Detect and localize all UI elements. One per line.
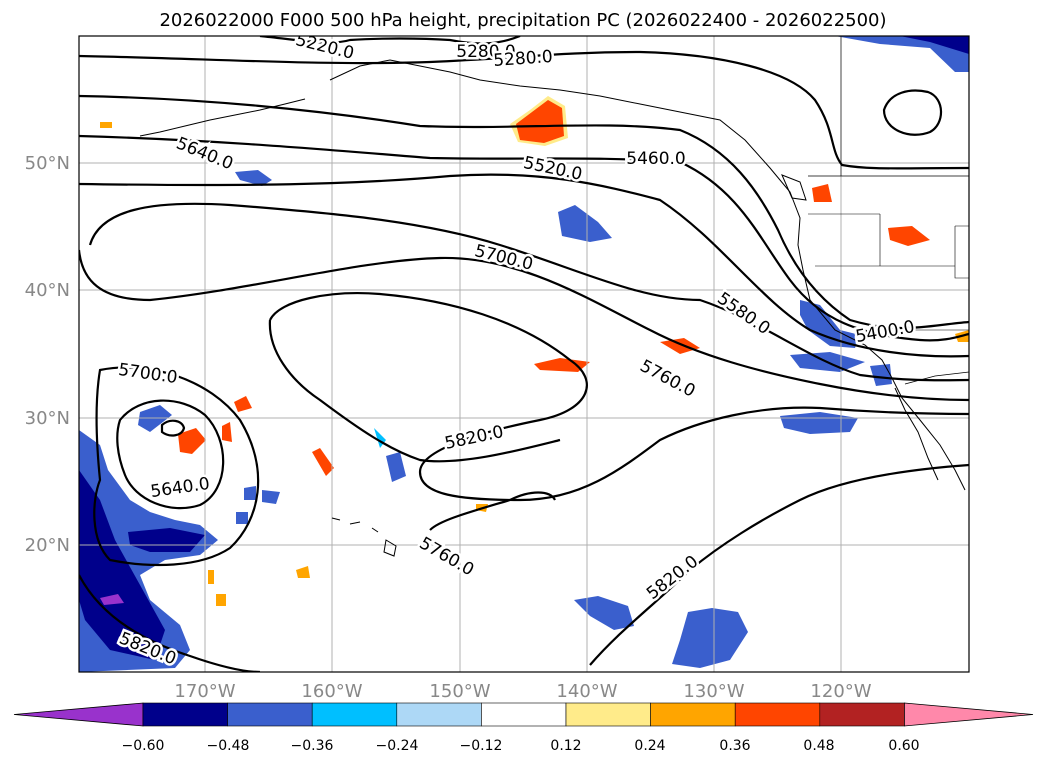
- aleutian-islands: [139, 98, 306, 137]
- colorbar-bin: [481, 702, 567, 727]
- precip-negative-region: [79, 470, 165, 660]
- colorbar-tick-label: −0.48: [207, 738, 250, 754]
- lon-label: 140°W: [556, 681, 617, 702]
- colorbar-bin: [650, 702, 736, 727]
- colorbar-tick-labels: −0.60 −0.48 −0.36 −0.24 −0.12 0.12 0.24 …: [122, 738, 920, 754]
- map-panel: 5220.0 5280.0 5280.0 5640.0 5520.0 5460.…: [79, 36, 969, 672]
- colorbar-bin: [819, 702, 905, 727]
- precip-negative-region: [558, 205, 612, 242]
- colorbar-tick-label: 0.36: [719, 738, 750, 754]
- colorbar-extend-low: [13, 702, 144, 727]
- lat-label: 20°N: [25, 535, 70, 556]
- contour-5460: [79, 134, 969, 342]
- contour-label: 5460.0: [626, 149, 685, 169]
- contour-5820-south: [589, 463, 969, 666]
- lat-label: 50°N: [25, 153, 70, 174]
- map-frame: [78, 35, 970, 673]
- contour-5760-south: [429, 491, 556, 531]
- lat-label: 40°N: [25, 280, 70, 301]
- lon-label: 130°W: [683, 681, 744, 702]
- colorbar-bin: [565, 702, 651, 727]
- north-america-coastline: [329, 59, 966, 491]
- precip-positive-region: [312, 448, 334, 476]
- precip-negative-region: [386, 452, 406, 482]
- precip-negative-region: [262, 490, 280, 504]
- precip-negative-region: [672, 608, 748, 668]
- contour-5400: [79, 94, 969, 330]
- colorbar-tick-label: −0.36: [291, 738, 334, 754]
- precip-positive-region: [222, 422, 232, 442]
- lat-label: 30°N: [25, 408, 70, 429]
- colorbar-extend-high: [904, 702, 1034, 727]
- colorbar-tick-label: −0.12: [460, 738, 503, 754]
- colorbar-bin: [734, 702, 821, 727]
- contour-5700: [79, 249, 969, 402]
- contour-5640-low: [116, 399, 225, 510]
- precip-positive-region: [234, 396, 252, 412]
- longitude-labels: 170°W 160°W 150°W 140°W 130°W 120°W: [174, 681, 871, 702]
- precip-positive-region: [812, 184, 832, 202]
- contour-5520: [79, 173, 969, 358]
- contour-5580: [88, 202, 969, 382]
- colorbar-tick-label: −0.60: [122, 738, 165, 754]
- contour-5280: [79, 50, 969, 170]
- latitude-labels: 50°N 40°N 30°N 20°N: [25, 153, 70, 556]
- contour-5700-south: [93, 366, 260, 567]
- lon-label: 150°W: [429, 681, 490, 702]
- precip-positive-region: [296, 566, 310, 578]
- colorbar-tick-label: 0.60: [888, 738, 919, 754]
- colorbar-bin: [142, 702, 228, 727]
- us-mexico-border: [904, 371, 969, 385]
- colorbar-bin: [311, 702, 398, 727]
- contour-5820-west: [268, 319, 561, 463]
- lon-label: 160°W: [301, 681, 362, 702]
- hawaii-islands: [331, 517, 397, 557]
- precip-negative-region: [236, 512, 248, 524]
- precip-negative-region: [235, 170, 272, 186]
- contour-label: 5280.0: [493, 47, 554, 71]
- precip-negative-region: [128, 528, 205, 552]
- precip-positive-region: [660, 338, 700, 354]
- precip-negative-region: [870, 364, 892, 386]
- precip-negative-region: [100, 594, 124, 605]
- colorbar-cells: [13, 702, 1034, 727]
- precip-positive-region: [208, 570, 214, 584]
- precip-positive-region: [516, 100, 564, 143]
- colorbar-tick-label: −0.24: [376, 738, 419, 754]
- colorbar-tick-label: 0.24: [634, 738, 665, 754]
- colorbar-tick-label: 0.12: [550, 738, 581, 754]
- contour-5760: [269, 292, 969, 502]
- colorbar: −0.60 −0.48 −0.36 −0.24 −0.12 0.12 0.24 …: [13, 702, 1034, 754]
- contour-ridge-high: [882, 89, 943, 136]
- precip-positive-region: [178, 428, 206, 454]
- coastlines: [139, 36, 969, 557]
- lon-label: 120°W: [810, 681, 871, 702]
- precip-negative-region: [835, 36, 969, 72]
- baja-coast: [894, 387, 939, 481]
- height-contours: [79, 36, 969, 672]
- lon-label: 170°W: [174, 681, 235, 702]
- colorbar-bin: [396, 702, 482, 727]
- vancouver-island: [781, 174, 807, 201]
- precip-positive-region: [534, 358, 590, 372]
- contour-5820: [79, 574, 261, 672]
- contour-5580-low-center: [160, 419, 186, 437]
- contour-5220: [259, 36, 521, 45]
- precip-positive-region: [888, 226, 930, 246]
- state-borders: [808, 36, 969, 331]
- precip-positive-region: [100, 122, 112, 128]
- precip-positive-region: [216, 594, 226, 606]
- precip-negative-region: [244, 486, 256, 500]
- contour-label: 5280.0: [456, 42, 515, 62]
- colorbar-bin: [227, 702, 313, 727]
- precip-negative-region: [900, 36, 969, 54]
- precip-negative-region: [574, 596, 634, 630]
- colorbar-tick-label: 0.48: [803, 738, 834, 754]
- figure-title: 2026022000 F000 500 hPa height, precipit…: [159, 10, 886, 31]
